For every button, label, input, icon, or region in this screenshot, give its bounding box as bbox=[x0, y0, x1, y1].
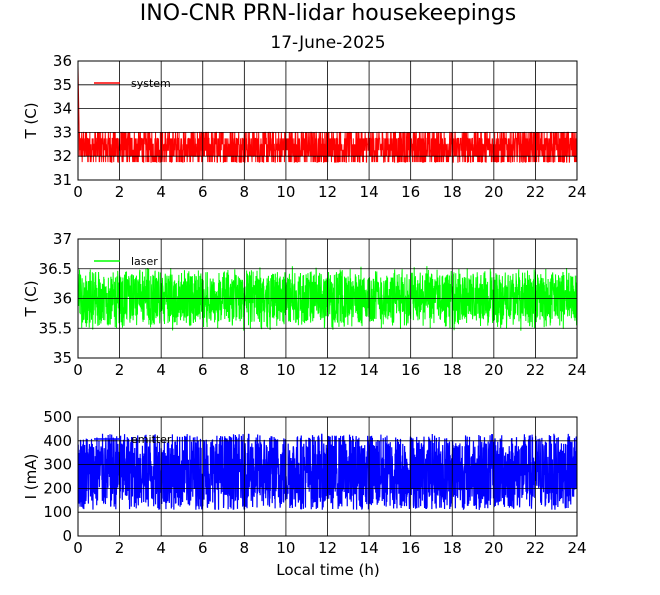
x-tick-label: 22 bbox=[526, 361, 545, 379]
x-tick-label: 6 bbox=[198, 183, 208, 201]
y-axis-label: I (mA) bbox=[22, 454, 40, 500]
x-tick-label: 18 bbox=[443, 539, 462, 557]
y-tick-label: 35.5 bbox=[39, 319, 72, 337]
x-tick-label: 10 bbox=[276, 361, 295, 379]
y-tick-label: 36.5 bbox=[39, 260, 72, 278]
y-tick-label: 33 bbox=[53, 123, 72, 141]
y-tick-label: 300 bbox=[43, 456, 72, 474]
y-tick-label: 36 bbox=[53, 290, 72, 308]
y-tick-label: 0 bbox=[62, 527, 72, 545]
y-tick-label: 200 bbox=[43, 479, 72, 497]
x-tick-label: 0 bbox=[73, 539, 83, 557]
x-tick-label: 4 bbox=[156, 539, 166, 557]
x-tick-label: 10 bbox=[276, 539, 295, 557]
x-tick-label: 22 bbox=[526, 183, 545, 201]
y-tick-label: 35 bbox=[53, 76, 72, 94]
x-tick-label: 16 bbox=[401, 361, 420, 379]
x-tick-label: 2 bbox=[115, 361, 125, 379]
x-tick-label: 6 bbox=[198, 361, 208, 379]
plot-frame bbox=[77, 60, 578, 181]
x-tick-label: 4 bbox=[156, 183, 166, 201]
plot-frame bbox=[77, 238, 578, 359]
legend-label: system bbox=[131, 77, 171, 90]
x-tick-label: 14 bbox=[360, 539, 379, 557]
x-tick-label: 8 bbox=[240, 183, 250, 201]
x-tick-label: 4 bbox=[156, 361, 166, 379]
x-tick-label: 2 bbox=[115, 539, 125, 557]
x-tick-label: 18 bbox=[443, 183, 462, 201]
x-axis-label: Local time (h) bbox=[276, 561, 380, 579]
x-tick-label: 12 bbox=[318, 539, 337, 557]
x-tick-label: 16 bbox=[401, 183, 420, 201]
y-tick-label: 36 bbox=[53, 52, 72, 70]
x-tick-label: 20 bbox=[484, 183, 503, 201]
x-tick-label: 12 bbox=[318, 183, 337, 201]
y-axis-label: T (C) bbox=[22, 280, 40, 317]
x-tick-label: 22 bbox=[526, 539, 545, 557]
x-tick-label: 2 bbox=[115, 183, 125, 201]
x-tick-label: 20 bbox=[484, 361, 503, 379]
x-tick-label: 14 bbox=[360, 183, 379, 201]
x-tick-label: 24 bbox=[567, 183, 586, 201]
x-tick-label: 0 bbox=[73, 361, 83, 379]
x-tick-label: 0 bbox=[73, 183, 83, 201]
x-tick-label: 10 bbox=[276, 183, 295, 201]
y-tick-label: 35 bbox=[53, 349, 72, 367]
figure-title: INO-CNR PRN-lidar housekeepings bbox=[140, 1, 516, 26]
x-tick-label: 16 bbox=[401, 539, 420, 557]
y-tick-label: 32 bbox=[53, 147, 72, 165]
figure-subtitle: 17-June-2025 bbox=[270, 33, 385, 53]
y-tick-label: 400 bbox=[43, 432, 72, 450]
y-axis-label: T (C) bbox=[22, 102, 40, 139]
x-tick-label: 18 bbox=[443, 361, 462, 379]
x-tick-label: 24 bbox=[567, 539, 586, 557]
legend-label: emitter bbox=[131, 433, 172, 446]
x-tick-label: 12 bbox=[318, 361, 337, 379]
x-tick-label: 8 bbox=[240, 361, 250, 379]
legend-label: laser bbox=[131, 255, 158, 268]
y-tick-label: 37 bbox=[53, 230, 72, 248]
x-tick-label: 6 bbox=[198, 539, 208, 557]
plot-frame bbox=[77, 416, 578, 537]
y-tick-label: 34 bbox=[53, 100, 72, 118]
y-tick-label: 31 bbox=[53, 171, 72, 189]
y-tick-label: 500 bbox=[43, 408, 72, 426]
x-tick-label: 24 bbox=[567, 361, 586, 379]
y-tick-label: 100 bbox=[43, 503, 72, 521]
x-tick-label: 20 bbox=[484, 539, 503, 557]
x-tick-label: 14 bbox=[360, 361, 379, 379]
x-tick-label: 8 bbox=[240, 539, 250, 557]
